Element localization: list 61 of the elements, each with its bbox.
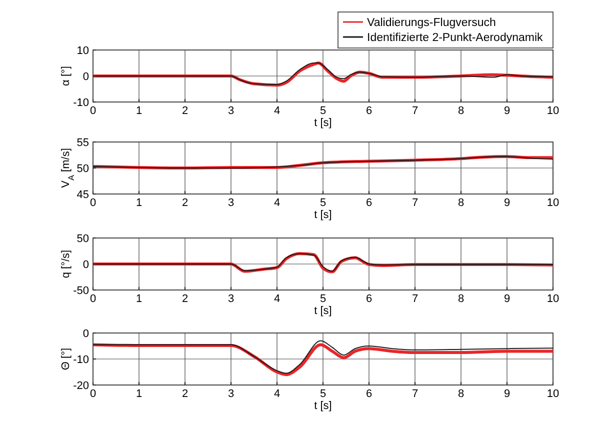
x-tick-label: 3 [228, 293, 234, 305]
x-tick-label: 6 [366, 105, 372, 117]
x-tick-label: 5 [320, 388, 326, 400]
x-tick-label: 2 [182, 388, 188, 400]
x-tick-label: 7 [412, 293, 418, 305]
x-tick-label: 4 [274, 197, 280, 209]
x-tick-label: 9 [504, 388, 510, 400]
y-axis-title: q [°/s] [60, 250, 72, 278]
x-tick-label: 4 [274, 388, 280, 400]
x-tick-label: 5 [320, 197, 326, 209]
legend-label: Identifizierte 2-Punkt-Aerodynamik [367, 32, 544, 44]
x-tick-label: 1 [136, 197, 142, 209]
x-tick-label: 8 [458, 197, 464, 209]
y-tick-label: 50 [76, 233, 89, 245]
x-tick-label: 8 [458, 388, 464, 400]
x-tick-label: 2 [182, 293, 188, 305]
y-tick-label: 0 [82, 328, 89, 340]
y-axis-title: Θ [°] [60, 348, 72, 370]
x-tick-label: 8 [458, 293, 464, 305]
x-axis-title: t [s] [314, 209, 332, 221]
x-tick-label: 5 [320, 293, 326, 305]
x-axis-title: t [s] [314, 305, 332, 317]
y-tick-label: 45 [76, 189, 89, 201]
x-tick-label: 9 [504, 105, 510, 117]
y-tick-label: 50 [76, 163, 89, 175]
x-tick-label: 7 [412, 197, 418, 209]
x-tick-label: 10 [546, 388, 560, 400]
x-tick-label: 10 [546, 293, 560, 305]
x-tick-label: 10 [546, 105, 560, 117]
x-tick-label: 3 [228, 105, 234, 117]
y-tick-label: 55 [76, 137, 89, 149]
y-tick-label: 10 [76, 45, 89, 57]
x-tick-label: 8 [458, 105, 464, 117]
y-tick-label: 0 [82, 71, 89, 83]
x-tick-label: 4 [274, 105, 280, 117]
y-tick-label: 0 [82, 259, 89, 271]
x-tick-label: 6 [366, 197, 372, 209]
legend-label: Validierungs-Flugversuch [367, 17, 496, 29]
x-tick-label: 1 [136, 293, 142, 305]
x-tick-label: 7 [412, 388, 418, 400]
x-tick-label: 9 [504, 293, 510, 305]
x-tick-label: 3 [228, 197, 234, 209]
x-tick-label: 6 [366, 388, 372, 400]
x-tick-label: 4 [274, 293, 280, 305]
x-tick-label: 10 [546, 197, 560, 209]
x-tick-label: 9 [504, 197, 510, 209]
x-tick-label: 5 [320, 105, 326, 117]
x-axis-title: t [s] [314, 400, 332, 412]
y-tick-label: -10 [73, 97, 89, 109]
x-tick-label: 1 [136, 105, 142, 117]
x-tick-label: 1 [136, 388, 142, 400]
y-tick-label: -10 [73, 354, 89, 366]
y-axis-title: α [°] [60, 66, 72, 86]
y-tick-label: -20 [73, 380, 89, 392]
y-tick-label: -50 [73, 285, 89, 297]
x-tick-label: 7 [412, 105, 418, 117]
x-tick-label: 6 [366, 293, 372, 305]
x-tick-label: 3 [228, 388, 234, 400]
x-tick-label: 2 [182, 105, 188, 117]
x-axis-title: t [s] [314, 117, 332, 129]
x-tick-label: 2 [182, 197, 188, 209]
